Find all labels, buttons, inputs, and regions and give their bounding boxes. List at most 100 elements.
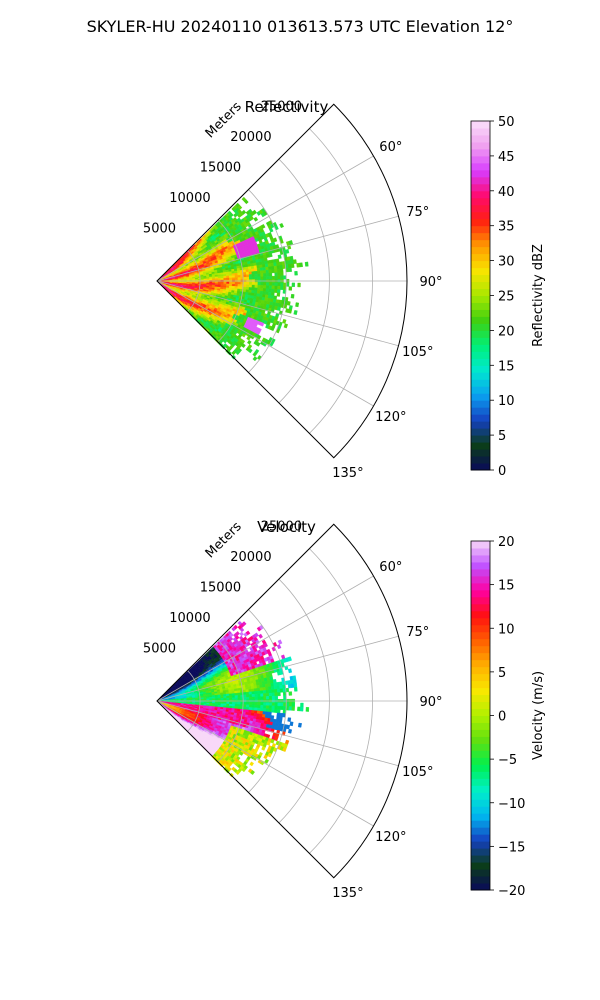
colorbar-segment (471, 372, 490, 380)
radar-gate (254, 702, 259, 706)
colorbar-segment (471, 813, 490, 821)
radar-gate (265, 692, 270, 697)
colorbar-segment (471, 680, 490, 689)
radar-gate (263, 702, 267, 706)
colorbar-tick-label: −15 (498, 840, 525, 855)
radar-gate (243, 199, 249, 205)
radar-gate (246, 704, 250, 708)
radar-gate (263, 696, 267, 700)
colorbar-segment (471, 316, 490, 324)
colorbar-segment (471, 547, 490, 556)
radar-gate (254, 273, 259, 278)
colorbar-segment (471, 848, 490, 856)
colorbar-segment (471, 358, 490, 366)
colorbar-segment (471, 365, 490, 373)
radar-gate (265, 285, 270, 290)
radar-gate (231, 695, 236, 699)
radar-gate (257, 702, 261, 706)
radar-gate (274, 695, 279, 700)
colorbar-segment (471, 281, 490, 290)
radar-gate (247, 686, 252, 690)
colorbar-segment (471, 393, 490, 401)
radar-gate (254, 690, 258, 695)
radar-gate (226, 281, 230, 285)
radar-gate (217, 278, 222, 281)
radar-gate (254, 276, 259, 280)
radar-gate (280, 702, 284, 707)
radar-gate (231, 697, 236, 701)
radar-gate (262, 270, 267, 274)
radar-gate (257, 690, 261, 695)
colorbar-label: Reflectivity dBZ (531, 244, 546, 347)
radar-gate (243, 694, 247, 698)
radar-gate (242, 706, 247, 710)
colorbar-segment (471, 183, 490, 192)
colorbar-segment (471, 190, 490, 199)
radar-gate (248, 271, 253, 275)
radar-gate (226, 275, 230, 279)
radar-gate (257, 276, 261, 280)
radar-gate (266, 282, 270, 286)
colorbar-segment (471, 722, 490, 730)
radar-gate (263, 273, 267, 277)
radar-gate (217, 696, 222, 699)
radar-gate (229, 697, 233, 701)
colorbar-segment (471, 351, 490, 359)
colorbar-segment (471, 309, 490, 317)
colorbar-segment (471, 323, 490, 331)
radar-gate (293, 683, 298, 688)
radar-gate (243, 274, 247, 278)
radar-gate (217, 276, 222, 279)
radar-gate (223, 697, 227, 701)
data-cells (157, 196, 309, 362)
radar-gate (265, 272, 270, 277)
radar-gate (254, 707, 258, 712)
radar-gate (253, 688, 258, 692)
colorbar-segment (471, 211, 490, 220)
radar-gate (231, 281, 236, 285)
radar-gate (258, 633, 263, 639)
colorbar-tick-label: 15 (498, 359, 515, 374)
radar-gate (251, 696, 256, 700)
radar-gate (277, 705, 281, 710)
radar-gate (300, 702, 304, 708)
colorbar-segment (471, 568, 490, 577)
colorbar-segment (471, 785, 490, 793)
colorbar-tick-label: 25 (498, 290, 515, 305)
colorbar-segment (471, 218, 490, 227)
colorbar-segment (471, 400, 490, 408)
radar-gate (259, 687, 264, 692)
angle-tick-label: 90° (419, 275, 442, 290)
radar-gate (259, 707, 264, 712)
colorbar-tick-label: −5 (498, 753, 517, 768)
radar-gate (279, 688, 284, 693)
colorbar-segment (471, 645, 490, 654)
radar-gate (203, 278, 207, 281)
radar-gate (268, 689, 273, 694)
radar-gate (228, 273, 233, 277)
radar-gate (268, 285, 273, 290)
colorbar-segment (471, 638, 490, 647)
radar-gate (252, 356, 258, 362)
radar-gate (251, 284, 256, 289)
colorbar-segment (471, 246, 490, 255)
radar-gate (268, 692, 273, 697)
radar-gate (257, 704, 261, 709)
radar-gate (260, 702, 264, 706)
radar-gate (292, 679, 297, 684)
radar-gate (237, 697, 242, 701)
radar-gate (262, 708, 267, 712)
radar-gate (278, 716, 283, 721)
radar-gate (276, 292, 281, 297)
colorbar-segment (471, 155, 490, 164)
radar-gate (276, 306, 281, 311)
radar-gate (268, 269, 273, 274)
radar-gate (248, 704, 253, 708)
colorbar-segment (471, 337, 490, 345)
radar-gate (226, 701, 230, 705)
colorbar-segment (471, 855, 490, 863)
colorbar-segment (471, 274, 490, 283)
radar-gate (256, 687, 261, 692)
radar-gate (305, 706, 310, 712)
radar-gate (274, 688, 278, 694)
